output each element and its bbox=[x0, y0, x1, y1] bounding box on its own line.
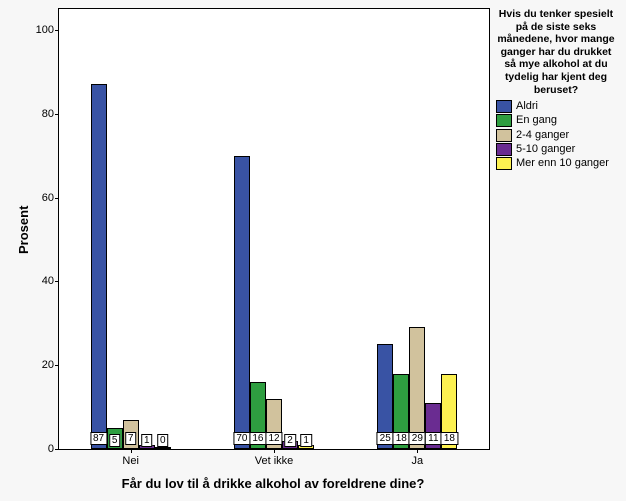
bar bbox=[155, 447, 171, 449]
bar-value-label: 7 bbox=[125, 432, 137, 445]
y-tick bbox=[55, 449, 59, 450]
legend-item: En gang bbox=[496, 114, 616, 127]
bar-value-label: 18 bbox=[393, 432, 410, 445]
legend: Hvis du tenker spesielt på de siste seks… bbox=[496, 8, 616, 171]
y-tick-label: 20 bbox=[42, 359, 54, 371]
legend-label: 5-10 ganger bbox=[516, 143, 575, 156]
legend-label: Aldri bbox=[516, 100, 538, 113]
y-axis-label: Prosent bbox=[16, 206, 31, 254]
bar-value-label: 87 bbox=[90, 432, 107, 445]
x-tick bbox=[131, 449, 132, 453]
x-axis-label: Får du lov til å drikke alkohol av forel… bbox=[58, 476, 488, 491]
legend-swatch bbox=[496, 143, 512, 156]
bar bbox=[409, 327, 425, 449]
legend-item: Mer enn 10 ganger bbox=[496, 157, 616, 170]
bar-value-label: 0 bbox=[157, 434, 169, 447]
legend-swatch bbox=[496, 100, 512, 113]
y-tick-label: 0 bbox=[48, 443, 54, 455]
x-tick-label: Vet ikke bbox=[255, 455, 294, 467]
y-tick bbox=[55, 30, 59, 31]
x-tick bbox=[417, 449, 418, 453]
bar bbox=[234, 156, 250, 449]
bar bbox=[91, 84, 107, 449]
legend-title: Hvis du tenker spesielt på de siste seks… bbox=[496, 8, 616, 96]
x-tick-label: Ja bbox=[412, 455, 424, 467]
y-tick bbox=[55, 114, 59, 115]
y-tick bbox=[55, 281, 59, 282]
legend-swatch bbox=[496, 157, 512, 170]
y-tick-label: 80 bbox=[42, 108, 54, 120]
legend-item: 5-10 ganger bbox=[496, 143, 616, 156]
legend-swatch bbox=[496, 129, 512, 142]
legend-label: 2-4 ganger bbox=[516, 129, 569, 142]
y-tick bbox=[55, 198, 59, 199]
bar-value-label: 1 bbox=[141, 434, 153, 447]
bar-value-label: 5 bbox=[109, 434, 121, 447]
bar-value-label: 70 bbox=[233, 432, 250, 445]
legend-label: Mer enn 10 ganger bbox=[516, 157, 609, 170]
legend-label: En gang bbox=[516, 114, 557, 127]
y-tick-label: 40 bbox=[42, 275, 54, 287]
plot-area: 020406080100Nei875710Vet ikke70161221Ja2… bbox=[58, 8, 490, 450]
bar-value-label: 25 bbox=[377, 432, 394, 445]
y-tick bbox=[55, 365, 59, 366]
bar-value-label: 12 bbox=[265, 432, 282, 445]
y-tick-label: 60 bbox=[42, 192, 54, 204]
bar-value-label: 16 bbox=[249, 432, 266, 445]
x-tick bbox=[274, 449, 275, 453]
legend-item: 2-4 ganger bbox=[496, 129, 616, 142]
legend-item: Aldri bbox=[496, 100, 616, 113]
figure: 020406080100Nei875710Vet ikke70161221Ja2… bbox=[0, 0, 626, 501]
bar-value-label: 11 bbox=[425, 432, 441, 445]
y-tick-label: 100 bbox=[36, 24, 54, 36]
x-tick-label: Nei bbox=[122, 455, 139, 467]
bar-value-label: 18 bbox=[441, 432, 458, 445]
bar-value-label: 29 bbox=[409, 432, 426, 445]
bar-value-label: 1 bbox=[300, 434, 312, 447]
bar-value-label: 2 bbox=[284, 434, 296, 447]
legend-swatch bbox=[496, 114, 512, 127]
